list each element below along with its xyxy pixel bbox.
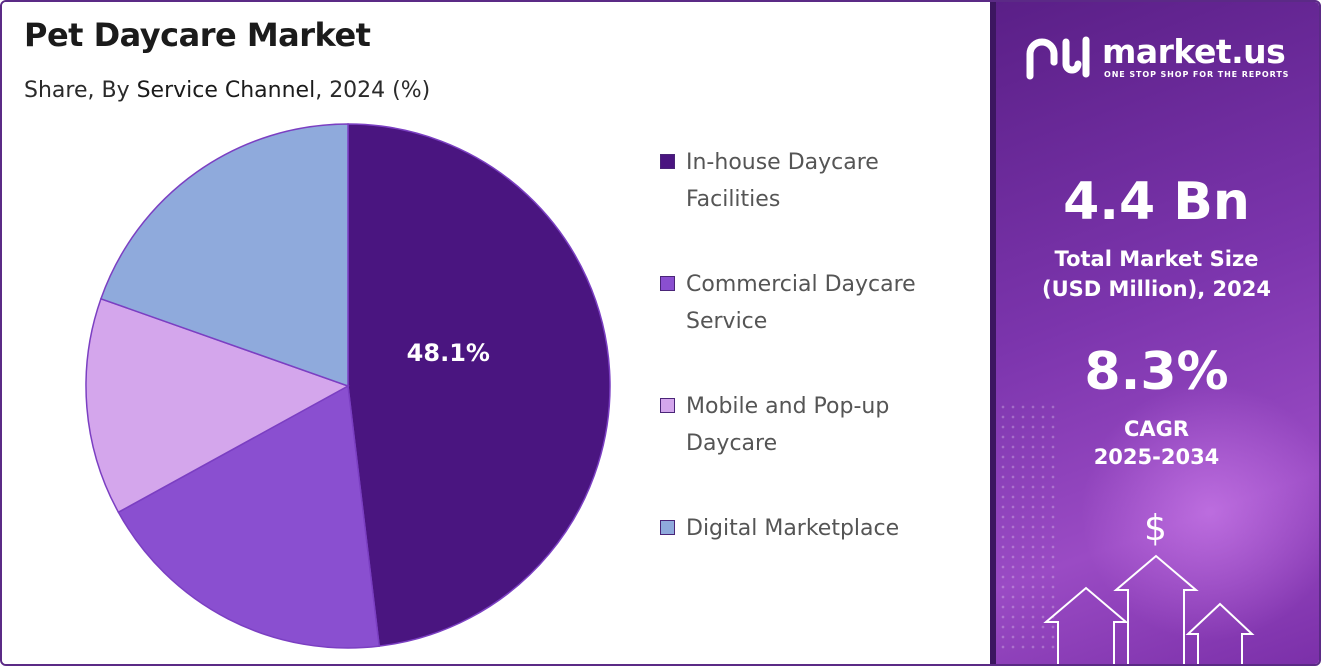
legend-swatch — [660, 276, 675, 291]
market-size-value: 4.4 Bn — [1063, 172, 1250, 232]
legend-item-in-house: In-house Daycare Facilities — [660, 142, 980, 264]
legend-label: Digital Marketplace — [686, 516, 900, 541]
pie-slice-mobile-and-pop-up-daycare — [85, 297, 350, 514]
pie-chart: 48.1% — [85, 123, 611, 649]
brand-logo: market.us ONE STOP SHOP FOR THE REPORTS — [1026, 32, 1306, 88]
growth-arrows — [1043, 554, 1255, 664]
legend-swatch — [660, 398, 675, 413]
chart-title: Pet Daycare Market — [24, 16, 371, 54]
chart-panel: Pet Daycare Market Share, By Service Cha… — [2, 2, 990, 664]
chart-subtitle: Share, By Service Channel, 2024 (%) — [24, 78, 430, 103]
pie-slice-digital-marketplace — [99, 123, 349, 388]
market-us-logo-icon — [1026, 36, 1090, 80]
legend-item-commercial: Commercial Daycare Service — [660, 264, 980, 386]
brand-name: market.us — [1102, 32, 1286, 71]
legend-swatch — [660, 520, 675, 535]
legend-swatch — [660, 154, 675, 169]
dollar-icon: $ — [1144, 508, 1167, 549]
stats-panel: market.us ONE STOP SHOP FOR THE REPORTS … — [990, 2, 1319, 664]
cagr-label: CAGR 2025-2034 — [1093, 417, 1220, 469]
brand-tagline: ONE STOP SHOP FOR THE REPORTS — [1104, 70, 1290, 79]
pie-data-label: 48.1% — [407, 339, 490, 367]
background-dot-pattern — [998, 402, 1058, 652]
up-arrow-icon — [1185, 602, 1255, 664]
subtitle-prefix: Share, By — [24, 78, 137, 103]
pie-slice-commercial-daycare-service — [117, 384, 381, 649]
legend-item-digital: Digital Marketplace — [660, 508, 980, 630]
legend-label: Commercial Daycare Service — [686, 272, 916, 334]
legend-label: Mobile and Pop-up Daycare — [686, 394, 890, 456]
up-arrow-icon — [1113, 554, 1199, 664]
up-arrow-icon — [1043, 586, 1129, 664]
background-glow — [1080, 382, 1319, 642]
pie-slice-in-house-daycare-facilities — [347, 123, 611, 647]
legend-item-mobile: Mobile and Pop-up Daycare — [660, 386, 980, 508]
chart-legend: In-house Daycare Facilities Commercial Da… — [660, 142, 980, 630]
subtitle-suffix: , 2024 (%) — [315, 78, 431, 103]
market-size-label: Total Market Size (USD Million), 2024 — [1042, 247, 1271, 301]
legend-label: In-house Daycare Facilities — [686, 150, 879, 212]
cagr-value: 8.3% — [1084, 342, 1229, 402]
subtitle-emphasis: Service Channel — [136, 78, 316, 103]
